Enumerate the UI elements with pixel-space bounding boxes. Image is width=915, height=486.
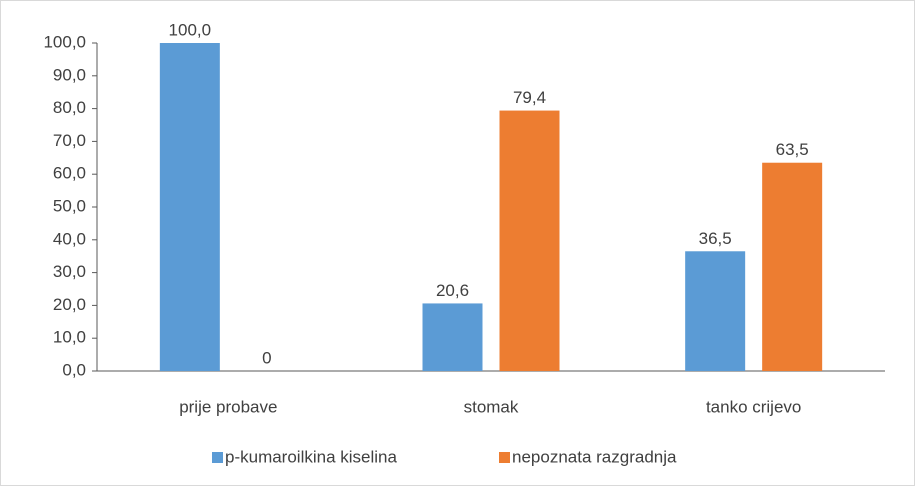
value-label: 0 bbox=[262, 348, 271, 367]
y-tick-label: 60,0 bbox=[53, 164, 86, 183]
x-tick-label: stomak bbox=[464, 397, 519, 416]
x-tick-label: prije probave bbox=[179, 397, 277, 416]
value-label: 20,6 bbox=[436, 281, 469, 300]
y-tick-label: 70,0 bbox=[53, 131, 86, 150]
legend-swatch bbox=[499, 452, 510, 463]
bar bbox=[159, 43, 220, 371]
value-label: 63,5 bbox=[776, 140, 809, 159]
value-label: 100,0 bbox=[169, 20, 212, 39]
value-label: 36,5 bbox=[699, 229, 732, 248]
bar bbox=[685, 251, 746, 371]
y-tick-label: 80,0 bbox=[53, 98, 86, 117]
y-tick-label: 10,0 bbox=[53, 328, 86, 347]
legend-label: p-kumaroilkina kiselina bbox=[225, 447, 398, 466]
y-tick-label: 40,0 bbox=[53, 229, 86, 248]
y-tick-label: 30,0 bbox=[53, 262, 86, 281]
bar bbox=[762, 162, 823, 371]
y-tick-label: 20,0 bbox=[53, 295, 86, 314]
bar bbox=[499, 110, 560, 372]
y-tick-label: 100,0 bbox=[43, 32, 86, 51]
legend-swatch bbox=[212, 452, 223, 463]
legend-label: nepoznata razgradnja bbox=[512, 447, 677, 466]
value-label: 79,4 bbox=[513, 88, 546, 107]
y-tick-label: 0,0 bbox=[62, 360, 86, 379]
y-tick-label: 90,0 bbox=[53, 65, 86, 84]
x-tick-label: tanko crijevo bbox=[706, 397, 801, 416]
y-tick-label: 50,0 bbox=[53, 196, 86, 215]
bar bbox=[422, 303, 483, 371]
